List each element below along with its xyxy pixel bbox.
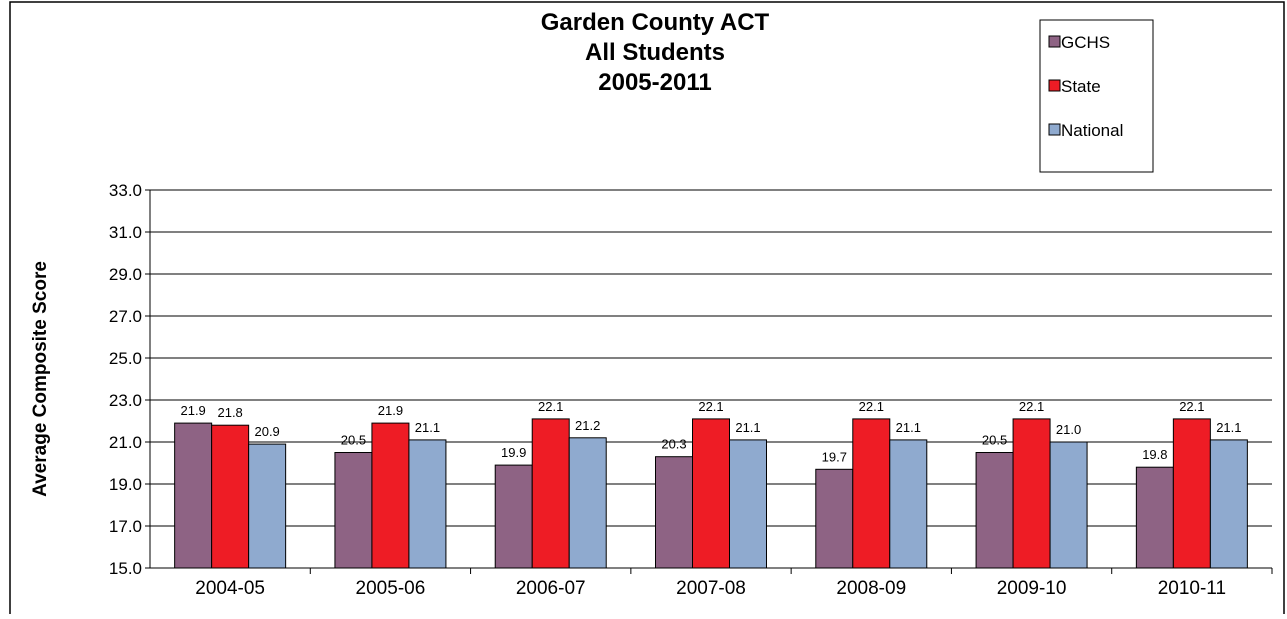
y-tick-label: 31.0 [109,223,142,242]
y-tick-label: 29.0 [109,265,142,284]
bar [371,422,410,569]
data-label: 22.1 [538,399,563,414]
legend-label: National [1061,121,1123,140]
y-tick-label: 33.0 [109,181,142,200]
x-tick-label: 2005-06 [356,578,426,599]
legend-swatch [1048,123,1061,136]
bar [975,452,1014,569]
bar [334,452,373,569]
data-label: 21.1 [415,420,440,435]
bar [174,422,213,569]
legend-label: State [1061,77,1101,96]
data-label: 19.7 [822,449,847,464]
bar [655,456,693,569]
bar [1135,466,1174,569]
data-label: 20.3 [661,437,686,452]
bar [1012,418,1051,569]
legend-swatch [1048,35,1061,48]
data-label: 21.9 [180,403,205,418]
y-tick-label: 21.0 [109,433,142,452]
chart-title: Garden County ACT [541,9,770,36]
y-tick-label: 25.0 [109,349,142,368]
chart-title: 2005-2011 [598,69,711,96]
data-label: 20.5 [982,433,1007,448]
y-axis-label: Average Composite Score [30,261,51,497]
y-tick-label: 19.0 [109,475,142,494]
data-label: 19.8 [1142,447,1167,462]
data-label: 20.9 [254,424,279,439]
bar [889,439,928,569]
x-tick-label: 2006-07 [516,578,586,599]
bar [531,418,570,569]
data-label: 21.1 [1216,420,1241,435]
y-tick-label: 23.0 [109,391,142,410]
legend-swatch [1048,79,1061,92]
y-tick-label: 17.0 [109,517,142,536]
x-tick-label: 2010-11 [1158,578,1226,599]
bar [1172,418,1211,569]
data-label: 21.1 [735,420,760,435]
bar [692,418,730,569]
x-tick-label: 2004-05 [195,578,265,599]
data-label: 22.1 [698,399,723,414]
bar [1209,439,1248,569]
data-label: 22.1 [859,399,884,414]
x-tick-label: 2008-09 [836,578,906,599]
bar [729,439,767,569]
data-label: 21.2 [575,418,600,433]
bar [494,464,533,569]
bar [248,443,287,569]
bar [852,418,891,569]
data-label: 21.8 [217,405,242,420]
bar [815,468,854,569]
data-label: 21.1 [896,420,921,435]
bar [408,439,447,569]
data-label: 20.5 [341,433,366,448]
legend-label: GCHS [1061,33,1110,52]
data-label: 21.9 [378,403,403,418]
bar [211,424,250,569]
chart-title: All Students [585,39,725,66]
bar [1049,441,1088,569]
data-label: 22.1 [1019,399,1044,414]
x-tick-label: 2009-10 [997,578,1067,599]
data-label: 22.1 [1179,399,1204,414]
data-label: 21.0 [1056,422,1081,437]
y-tick-label: 15.0 [109,559,142,578]
data-label: 19.9 [501,445,526,460]
bar [568,437,607,569]
x-tick-label: 2007-08 [676,578,746,599]
y-tick-label: 27.0 [109,307,142,326]
